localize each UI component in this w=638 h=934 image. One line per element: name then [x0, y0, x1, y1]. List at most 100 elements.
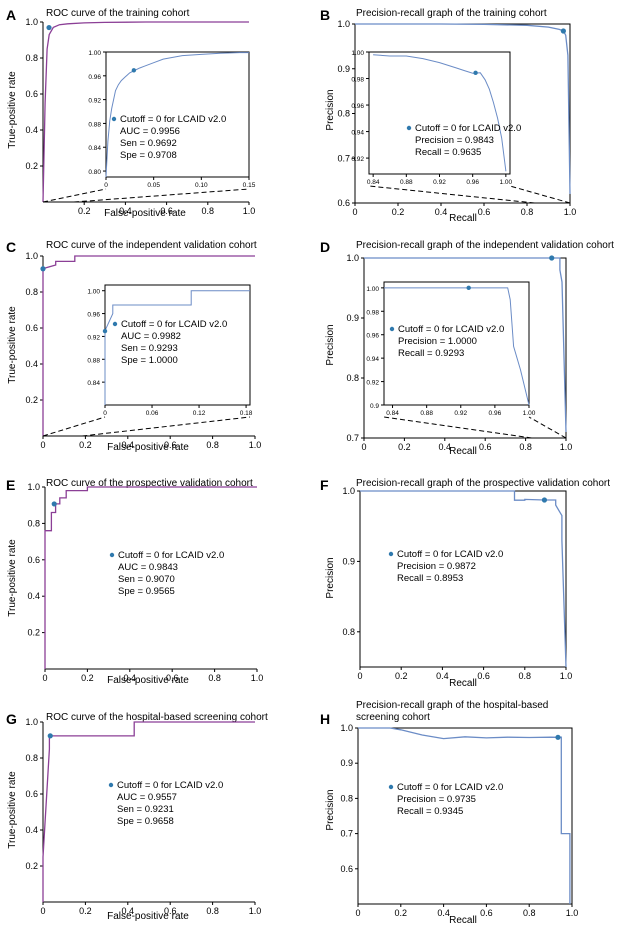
x-tick-label: 1.0	[251, 673, 264, 683]
panel-d: D Precision-recall graph of the independ…	[320, 239, 614, 457]
x-tick-label: 0.2	[395, 908, 408, 918]
x-tick-label: 0	[104, 182, 108, 189]
annotation-line: AUC = 0.9982	[121, 331, 181, 342]
cutoff-point	[466, 285, 471, 291]
y-tick-label: 0.92	[87, 334, 100, 341]
legend-marker	[111, 116, 117, 122]
annotation-line: AUC = 0.9557	[117, 792, 177, 803]
plot-f: 0 0.2 0.4 0.6 0.8 1.0 0.8 0.9 1.0 Cutoff = 0 for …	[342, 486, 572, 681]
annotation-line: AUC = 0.9843	[118, 562, 178, 573]
x-axis-label: False-positive rate	[107, 911, 189, 922]
x-tick-label: 0.4	[437, 908, 450, 918]
legend-marker	[108, 782, 114, 788]
y-tick-label: 0.9	[346, 313, 359, 323]
series-line	[44, 486, 257, 669]
legend-marker	[109, 552, 115, 558]
y-axis-label: True-positive rate	[7, 306, 18, 384]
y-tick-label: 0.8	[25, 287, 38, 297]
x-tick-label: 0	[361, 442, 366, 452]
y-tick-label: 1.0	[346, 253, 359, 263]
x-tick-label: 1.0	[249, 906, 262, 916]
y-tick-label: 0.8	[25, 753, 38, 763]
panel-g: G ROC curve of the hospital-based screen…	[6, 711, 268, 922]
x-tick-label: 0.92	[433, 179, 446, 186]
inset-plot: 0 0.05 0.10 0.15 0.80 0.84 0.88 0.92 0.96 1.00	[88, 50, 255, 189]
x-tick-label: 0.10	[195, 182, 208, 189]
y-tick-label: 1.0	[340, 723, 353, 733]
chart-title: ROC curve of the training cohort	[46, 8, 190, 19]
zoom-connector	[82, 416, 251, 437]
series-line	[42, 21, 249, 203]
plot-d: 0 0.2 0.4 0.6 0.8 1.0 0.7 0.8 0.9 1.0 0.84 0.88 0.92…	[346, 253, 572, 452]
x-tick-label: 0.2	[392, 207, 405, 217]
legend-marker	[112, 321, 118, 327]
chart-title: Precision-recall graph of the independen…	[356, 240, 614, 251]
panel-letter: D	[320, 239, 330, 255]
y-tick-label: 0.98	[351, 77, 364, 84]
inset-frame	[368, 51, 511, 175]
x-tick-label: 0.06	[146, 410, 159, 417]
panel-b: B Precision-recall graph of the training…	[320, 7, 547, 224]
y-tick-label: 0.8	[340, 793, 353, 803]
y-tick-label: 0.96	[351, 103, 364, 110]
y-tick-label: 0.92	[366, 380, 379, 387]
x-axis-label: Recall	[449, 446, 477, 457]
x-tick-label: 0.2	[79, 440, 92, 450]
x-tick-label: 0.8	[519, 671, 532, 681]
y-tick-label: 0.98	[366, 309, 379, 316]
y-tick-label: 0.2	[25, 161, 38, 171]
y-axis-label: True-positive rate	[7, 71, 18, 149]
y-tick-label: 0.96	[88, 74, 101, 81]
x-tick-label: 0.96	[489, 410, 502, 417]
inset-plot: 0 0.06 0.12 0.18 0.84 0.88 0.92 0.96 1.00	[87, 284, 253, 417]
annotation-line: Cutoff = 0 for LCAID v2.0	[120, 114, 226, 125]
cutoff-point	[473, 70, 478, 76]
x-tick-label: 0.84	[386, 410, 399, 417]
series-line	[358, 727, 571, 904]
x-tick-label: 1.0	[560, 671, 573, 681]
cutoff-point	[47, 733, 53, 739]
y-tick-label: 0.9	[342, 556, 355, 566]
y-tick-label: 0.88	[88, 121, 101, 128]
plot-b: 0 0.2 0.4 0.6 0.8 1.00.60.70.80.91.00.84 0.88 0…	[337, 19, 576, 217]
panel-f: F Precision-recall graph of the prospect…	[320, 477, 610, 689]
cutoff-point	[555, 734, 561, 740]
cutoff-point	[102, 328, 108, 334]
series-line	[384, 287, 530, 406]
y-tick-label: 0.8	[27, 518, 40, 528]
chart-title: Precision-recall graph of the prospectiv…	[356, 478, 610, 489]
x-tick-label: 0.96	[466, 179, 479, 186]
panel-h: H Precision-recall graph of the hospital…	[320, 700, 548, 926]
x-tick-label: 0.8	[208, 673, 221, 683]
x-tick-label: 1.0	[243, 206, 256, 216]
cutoff-point	[51, 501, 57, 507]
y-tick-label: 0.6	[27, 555, 40, 565]
plot-frame	[357, 727, 573, 905]
x-tick-label: 0.4	[436, 671, 449, 681]
y-tick-label: 0.2	[27, 628, 40, 638]
y-axis-label: True-positive rate	[7, 539, 18, 617]
cutoff-point	[541, 497, 548, 503]
x-axis-label: False-positive rate	[107, 675, 189, 686]
annotation-line: Spe = 0.9565	[118, 586, 175, 597]
cutoff-point	[549, 255, 555, 261]
zoom-connector	[368, 185, 535, 204]
y-tick-label: 0.88	[87, 357, 100, 364]
cutoff-point	[46, 24, 52, 31]
annotation-line: Cutoff = 0 for LCAID v2.0	[118, 550, 224, 561]
y-tick-label: 0.7	[346, 433, 359, 443]
legend-marker	[406, 125, 412, 131]
y-tick-label: 1.00	[366, 286, 379, 293]
annotation-line: Cutoff = 0 for LCAID v2.0	[415, 123, 521, 134]
y-tick-label: 0.6	[340, 864, 353, 874]
x-tick-label: 1.0	[560, 442, 573, 452]
x-tick-label: 1.0	[249, 440, 262, 450]
annotation-line: Spe = 1.0000	[121, 355, 178, 366]
x-tick-label: 0.15	[243, 182, 256, 189]
y-tick-label: 1.00	[87, 289, 100, 296]
x-tick-label: 0.2	[79, 906, 92, 916]
annotation-line: Recall = 0.9293	[398, 348, 464, 359]
y-axis-label: Precision	[325, 89, 336, 130]
inset-plot: 0.84 0.88 0.92 0.96 1.00 0.9 0.92 0.94 0.96 0.98 1…	[366, 281, 536, 417]
